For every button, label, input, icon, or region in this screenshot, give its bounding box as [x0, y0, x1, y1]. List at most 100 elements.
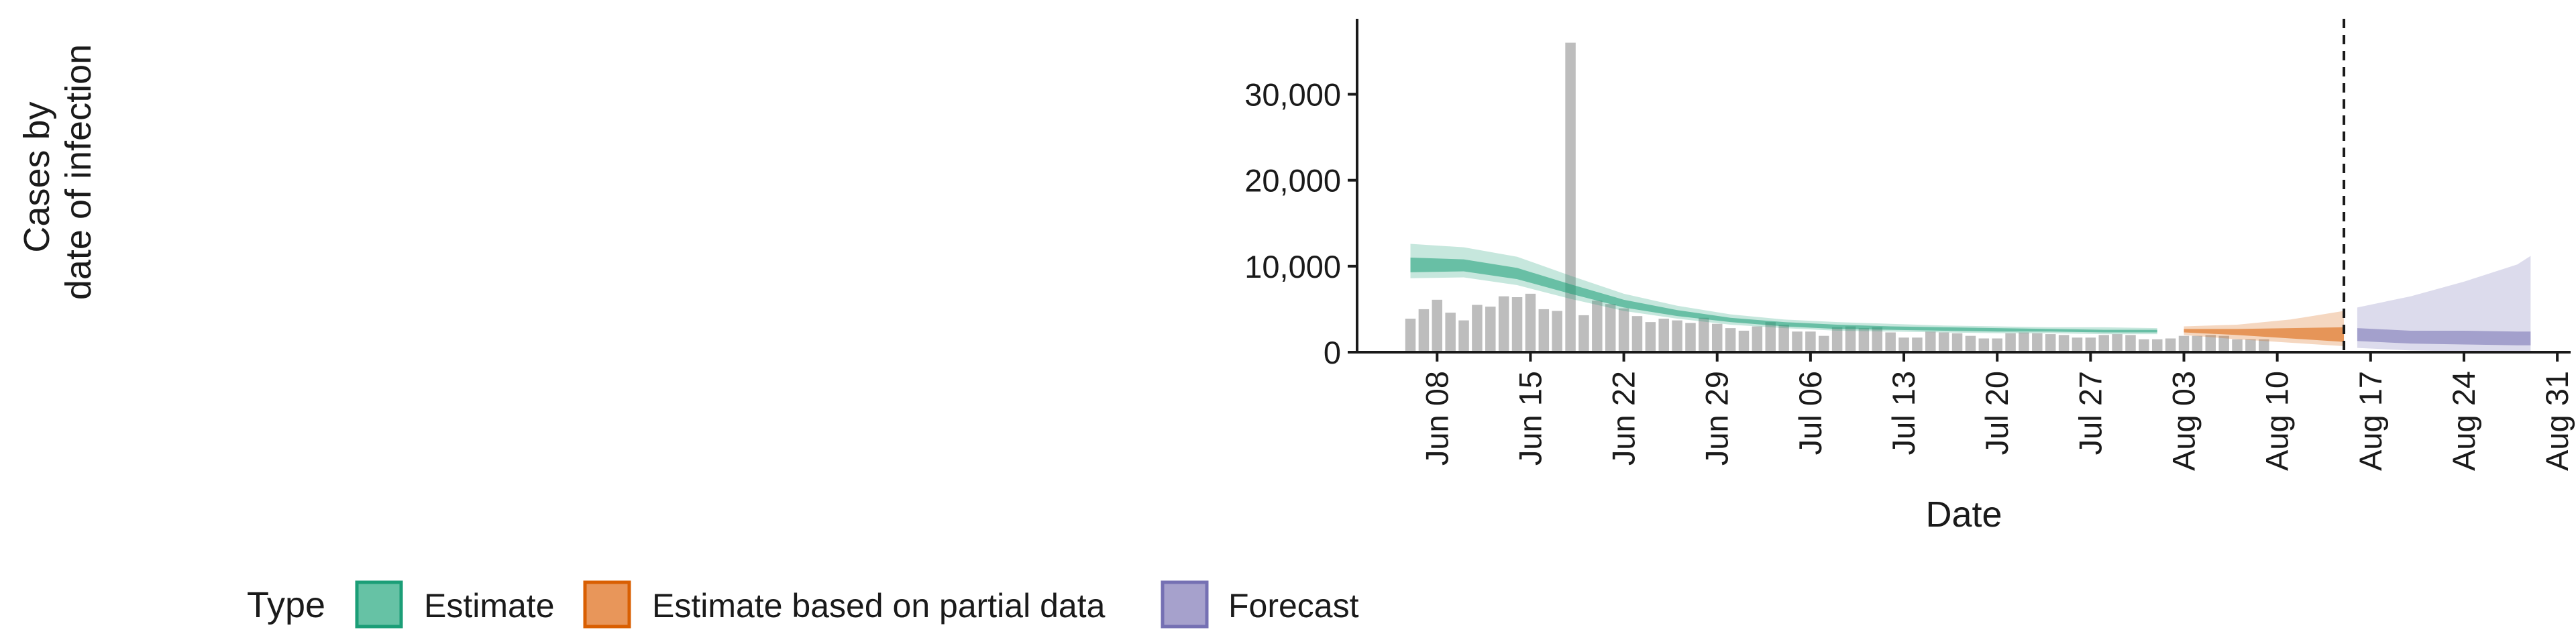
y-ticks: 0 10,000 20,000 30,000	[1244, 77, 1357, 370]
x-tick-label: Jun 29	[1699, 371, 1735, 466]
bar	[1605, 304, 1616, 352]
bar	[2192, 335, 2203, 352]
bar	[2058, 335, 2070, 352]
bar	[2045, 334, 2056, 352]
bar	[2085, 337, 2096, 352]
legend-label: Forecast	[1228, 587, 1359, 625]
bar	[1992, 338, 2002, 352]
bar	[2112, 334, 2123, 352]
legend-title: Type	[247, 585, 325, 625]
bar	[1792, 331, 1803, 352]
y-axis-title-line-1: Cases by	[17, 101, 57, 252]
bar	[1472, 305, 1483, 352]
bar	[2205, 335, 2216, 352]
bar	[2098, 335, 2109, 352]
bar	[1831, 327, 1843, 352]
x-tick-label: Aug 10	[2259, 371, 2295, 471]
bar	[1898, 337, 1909, 352]
bar	[1845, 326, 1856, 352]
bar	[1858, 328, 1870, 352]
bar	[2165, 338, 2176, 352]
x-axis-title: Date	[1925, 494, 2002, 535]
bar	[2072, 337, 2083, 352]
x-tick-label: Jun 22	[1606, 371, 1642, 466]
bands-layer	[1410, 244, 2531, 352]
bar	[1699, 317, 1709, 352]
bar	[1511, 297, 1523, 352]
bar	[2125, 335, 2136, 352]
bar	[1711, 323, 1723, 352]
x-ticks: Jun 08 Jun 15 Jun 22 Jun 29 Jul 06 Jul 13 Jul …	[1419, 352, 2575, 471]
bar	[1578, 315, 1589, 352]
x-tick-label: Jun 08	[1419, 371, 1454, 466]
bar	[2245, 339, 2256, 352]
legend-swatch	[1161, 580, 1209, 629]
legend-label: Estimate based on partial data	[652, 587, 1106, 625]
bar	[1458, 320, 1469, 352]
bar	[1538, 309, 1550, 352]
bar	[1765, 322, 1776, 352]
bar	[1738, 330, 1750, 352]
bar	[2259, 339, 2269, 352]
bar	[1485, 307, 1496, 352]
legend-swatch	[355, 580, 403, 629]
bar	[1752, 326, 1763, 352]
bar	[1618, 308, 1629, 352]
bar	[1725, 328, 1736, 352]
bar	[1912, 337, 1923, 352]
bar	[1938, 332, 1949, 352]
band-outer	[2357, 256, 2531, 352]
bar	[1819, 335, 1829, 352]
x-tick-label: Aug 17	[2353, 371, 2388, 471]
bar	[1685, 323, 1696, 352]
bar	[1778, 324, 1789, 352]
bar	[1525, 293, 1536, 352]
band-inner	[1410, 258, 2157, 333]
bar	[1445, 313, 1456, 352]
bar	[1565, 42, 1576, 352]
bar	[2005, 333, 2016, 352]
band-inner	[2184, 327, 2345, 342]
y-tick-label: 10,000	[1244, 249, 1341, 284]
bar	[1592, 301, 1603, 352]
bar	[1418, 309, 1430, 352]
bar	[2232, 339, 2243, 352]
bar	[1885, 332, 1896, 352]
bar	[1631, 316, 1643, 352]
x-tick-label: Jul 13	[1886, 371, 1921, 455]
legend-swatch	[583, 580, 631, 629]
x-tick-label: Aug 31	[2539, 371, 2575, 471]
band-inner	[2357, 328, 2531, 345]
bar	[1498, 296, 1509, 352]
bar	[1432, 299, 1443, 352]
bar	[2178, 335, 2190, 352]
x-tick-label: Aug 03	[2166, 371, 2202, 471]
bar	[1951, 333, 1963, 352]
y-tick-label: 0	[1324, 335, 1341, 370]
y-tick-label: 20,000	[1244, 163, 1341, 199]
x-tick-label: Jul 06	[1792, 371, 1828, 455]
bar	[1805, 331, 1816, 352]
band-outer	[1410, 244, 2157, 335]
bar	[1405, 319, 1416, 352]
y-axis-title: Cases by date of infection	[17, 44, 99, 300]
bar	[2218, 335, 2229, 352]
y-axis-title-line-2: date of infection	[58, 44, 99, 300]
x-tick-label: Jul 20	[1979, 371, 2015, 455]
bar	[1552, 311, 1562, 352]
bar	[2019, 332, 2029, 352]
x-tick-label: Jul 27	[2072, 371, 2108, 455]
bar	[1925, 331, 1936, 352]
bar	[2032, 333, 2043, 352]
y-tick-label: 30,000	[1244, 77, 1341, 113]
x-tick-label: Aug 24	[2446, 371, 2481, 471]
legend: Type Estimate Estimate based on partial d…	[247, 580, 1359, 629]
legend-label: Estimate	[424, 587, 555, 625]
bar	[1658, 319, 1669, 352]
bar	[1645, 322, 1656, 352]
bar	[1965, 335, 1976, 352]
bar	[2139, 339, 2149, 352]
